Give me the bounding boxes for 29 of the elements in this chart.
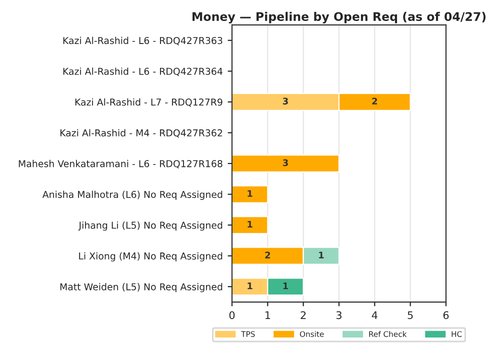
bar	[232, 185, 268, 204]
chart-title: Money — Pipeline by Open Req (as of 04/27)	[192, 12, 486, 24]
data-label: 3	[282, 159, 288, 166]
x-tick-label: 3	[336, 311, 342, 320]
data-label: 1	[248, 282, 252, 290]
bar	[232, 216, 268, 234]
data-label: 1	[283, 282, 288, 290]
x-tick-label: 6	[443, 311, 449, 320]
y-tick-label: Mahesh Venkataramani - L6 - RDQ127R168	[18, 160, 222, 168]
x-tick-label: 5	[408, 311, 413, 320]
data-label: 2	[372, 98, 378, 104]
y-tick-label: Li Xiong (M4) No Req Assigned	[79, 252, 222, 262]
y-tick-label: Kazi Al-Rashid - M4 - RDQ427R362	[60, 129, 222, 138]
data-label: 3	[282, 98, 288, 105]
x-tick-label: 4	[372, 311, 378, 319]
data-label: 1	[319, 252, 324, 258]
x-tick-label: 1	[265, 311, 270, 319]
y-tick-label: Matt Weiden (L5) No Req Assigned	[60, 283, 222, 292]
data-label: 1	[248, 220, 252, 228]
data-label: 1	[248, 190, 252, 197]
y-tick-label: Kazi Al-Rashid - L6 - RDQ427R364	[63, 68, 222, 76]
bar	[232, 154, 340, 173]
x-tick-label: 0	[229, 311, 235, 320]
y-tick-label: Anisha Malhotra (L6) No Req Assigned	[42, 190, 222, 200]
y-tick-label: Kazi Al-Rashid - L7 - RDQ127R9	[75, 98, 222, 107]
data-label: 2	[265, 252, 270, 258]
x-tick-label: 2	[300, 311, 306, 319]
y-tick-label: Kazi Al-Rashid - L6 - RDQ427R363	[63, 36, 222, 46]
y-tick-label: Jihang Li (L5) No Req Assigned	[78, 221, 222, 231]
